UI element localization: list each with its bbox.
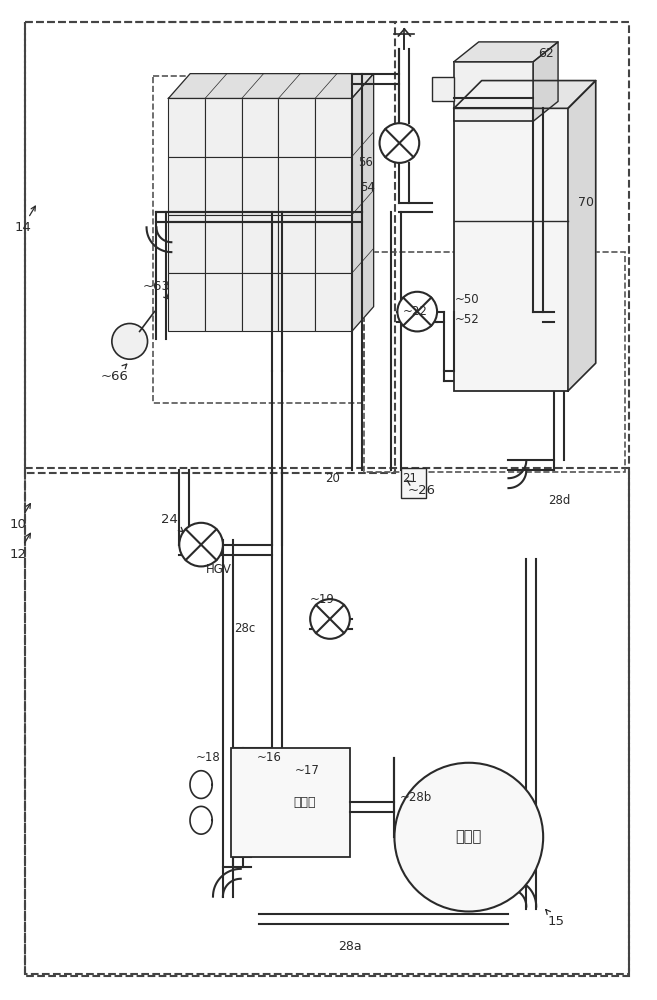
- Text: ~52: ~52: [455, 313, 480, 326]
- Bar: [454, 108, 568, 391]
- Bar: [168, 215, 205, 273]
- Bar: [315, 273, 351, 331]
- Bar: [205, 157, 242, 215]
- Text: ~28b: ~28b: [399, 791, 432, 804]
- Bar: [242, 157, 279, 215]
- Bar: [279, 98, 315, 157]
- Text: 10: 10: [9, 504, 30, 531]
- Bar: [315, 215, 351, 273]
- Text: ~22: ~22: [402, 305, 427, 318]
- Text: ~26: ~26: [407, 481, 435, 497]
- Text: ~18: ~18: [196, 751, 221, 764]
- Bar: [242, 273, 279, 331]
- Circle shape: [310, 599, 350, 639]
- Bar: [315, 98, 351, 157]
- Bar: [168, 273, 205, 331]
- Text: 70: 70: [578, 196, 594, 209]
- Text: ~63: ~63: [143, 280, 170, 299]
- Text: 28a: 28a: [338, 940, 361, 953]
- Bar: [231, 748, 350, 857]
- Circle shape: [112, 324, 148, 359]
- Text: 21: 21: [402, 472, 417, 485]
- Bar: [242, 98, 279, 157]
- Circle shape: [394, 763, 543, 911]
- Text: 12: 12: [9, 533, 30, 561]
- Text: ~66: ~66: [101, 364, 129, 383]
- Polygon shape: [454, 42, 558, 62]
- Text: 14: 14: [14, 206, 35, 234]
- Text: HGV: HGV: [206, 563, 232, 576]
- Bar: [279, 273, 315, 331]
- Polygon shape: [351, 74, 374, 331]
- Circle shape: [397, 292, 437, 331]
- Text: ~16: ~16: [257, 751, 281, 764]
- Circle shape: [380, 123, 419, 163]
- Circle shape: [179, 523, 223, 566]
- Bar: [205, 273, 242, 331]
- Text: ~50: ~50: [455, 293, 480, 306]
- Bar: [279, 215, 315, 273]
- Text: 压缩机: 压缩机: [456, 830, 482, 845]
- Bar: [454, 62, 533, 121]
- Polygon shape: [568, 81, 596, 391]
- Bar: [168, 157, 205, 215]
- Bar: [242, 215, 279, 273]
- Bar: [432, 77, 454, 101]
- Text: 15: 15: [546, 910, 564, 928]
- Bar: [205, 215, 242, 273]
- Polygon shape: [168, 74, 374, 98]
- Bar: [205, 98, 242, 157]
- Bar: [315, 157, 351, 215]
- Text: 28c: 28c: [235, 622, 256, 635]
- Text: 62: 62: [538, 47, 554, 60]
- Polygon shape: [533, 42, 558, 121]
- Text: ~19: ~19: [310, 593, 335, 606]
- Text: 冷凝器: 冷凝器: [294, 796, 316, 809]
- Text: 24: 24: [161, 513, 183, 532]
- Text: 20: 20: [325, 472, 340, 485]
- Text: 56: 56: [358, 156, 373, 169]
- Polygon shape: [454, 81, 596, 108]
- Text: 54: 54: [360, 181, 374, 194]
- Bar: [279, 157, 315, 215]
- Bar: [401, 468, 426, 498]
- Text: 28d: 28d: [548, 493, 570, 506]
- Bar: [168, 98, 205, 157]
- Text: ~17: ~17: [294, 764, 319, 777]
